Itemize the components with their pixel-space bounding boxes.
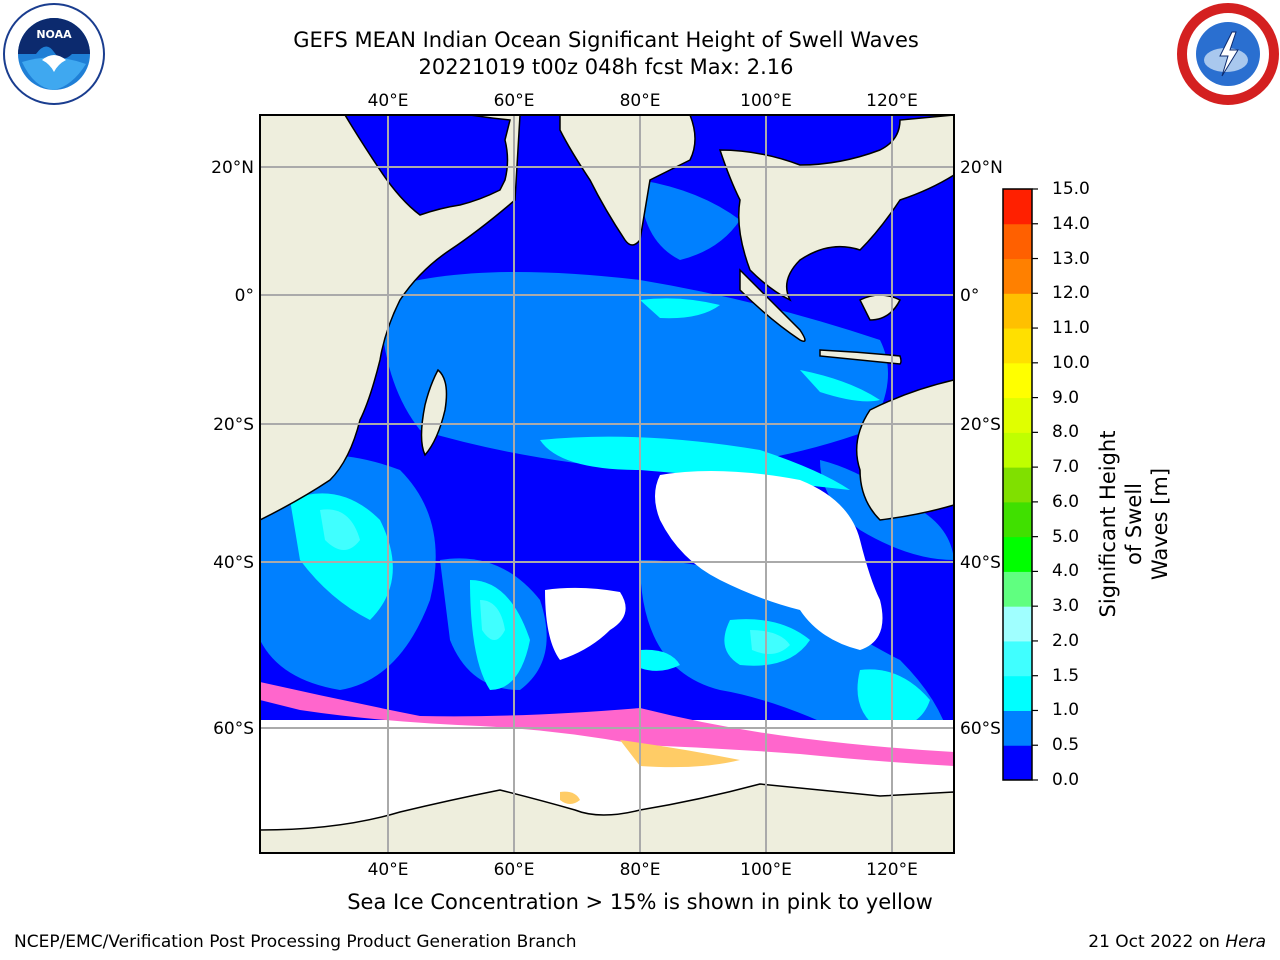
svg-text:NOAA: NOAA xyxy=(36,28,72,41)
colorbar-tick-label: 11.0 xyxy=(1052,318,1090,339)
colorbar-tick-label: 5.0 xyxy=(1052,526,1080,547)
lat-label-left: 0° xyxy=(235,286,254,306)
lat-label-right: 20°S xyxy=(960,415,1001,435)
map-frame xyxy=(259,114,955,854)
colorbar-tick-label: 1.0 xyxy=(1052,700,1080,721)
colorbar-tick-label: 12.0 xyxy=(1052,283,1090,304)
lat-label-left: 20°N xyxy=(211,158,254,178)
nws-logo xyxy=(1177,3,1279,105)
swell-1.5-2m-regions xyxy=(320,509,790,654)
colorbar-tick-label: 0.5 xyxy=(1052,735,1080,756)
colorbar-swatch xyxy=(1003,293,1032,329)
colorbar-tick-marks xyxy=(1032,188,1038,781)
footer-date: 21 Oct 2022 on Hera xyxy=(1088,932,1266,952)
map-area xyxy=(260,115,954,853)
lat-label-left: 60°S xyxy=(213,719,254,739)
colorbar-tick-label: 6.0 xyxy=(1052,491,1080,512)
colorbar-tick-label: 7.0 xyxy=(1052,457,1080,478)
lat-label-left: 40°S xyxy=(213,553,254,573)
colorbar-label-line1: Significant Height of Swell xyxy=(1096,430,1146,618)
lat-label-left: 20°S xyxy=(213,415,254,435)
colorbar-tick-label: 10.0 xyxy=(1052,352,1090,373)
colorbar-tick-label: 9.0 xyxy=(1052,387,1080,408)
colorbar-swatch xyxy=(1003,397,1032,433)
colorbar-swatch xyxy=(1003,675,1032,711)
colorbar-swatch xyxy=(1003,432,1032,468)
lon-label-bottom: 100°E xyxy=(740,860,792,880)
footer-branch: NCEP/EMC/Verification Post Processing Pr… xyxy=(14,932,577,952)
colorbar-tick-label: 0.0 xyxy=(1052,770,1080,790)
colorbar-tick-label: 15.0 xyxy=(1052,179,1090,199)
colorbar-swatch xyxy=(1003,606,1032,642)
colorbar-swatch xyxy=(1003,571,1032,607)
colorbar-swatch xyxy=(1003,223,1032,260)
colorbar-tick-label: 8.0 xyxy=(1052,422,1080,443)
lon-label-top: 60°E xyxy=(494,91,535,111)
colorbar-tick-label: 1.5 xyxy=(1052,665,1080,686)
chart-title: GEFS MEAN Indian Ocean Significant Heigh… xyxy=(293,28,919,52)
colorbar-swatch xyxy=(1003,362,1032,399)
lat-label-right: 0° xyxy=(960,286,979,306)
lat-label-right: 40°S xyxy=(960,553,1001,573)
colorbar-tick-label: 4.0 xyxy=(1052,561,1080,582)
lon-label-top: 80°E xyxy=(620,91,661,111)
lat-labels-left: 20°N 0° 20°S 40°S 60°S xyxy=(211,158,254,739)
lat-label-right: 20°N xyxy=(960,158,1003,178)
colorbar-tick-label: 14.0 xyxy=(1052,213,1090,234)
footer-date-text: 21 Oct 2022 on xyxy=(1088,932,1226,952)
chart-subtitle: 20221019 t00z 048h fcst Max: 2.16 xyxy=(418,55,794,79)
noaa-logo: NOAA xyxy=(3,3,105,105)
colorbar-swatch xyxy=(1003,189,1032,225)
colorbar-swatch xyxy=(1003,328,1032,364)
colorbar-tick-label: 2.0 xyxy=(1052,630,1080,651)
colorbar-swatch xyxy=(1003,710,1032,746)
colorbar-tick-label: 3.0 xyxy=(1052,596,1080,617)
colorbar-swatch xyxy=(1003,467,1032,503)
lon-label-top: 120°E xyxy=(866,91,918,111)
footer-host: Hera xyxy=(1225,932,1266,952)
colorbar-tick-label: 13.0 xyxy=(1052,248,1090,269)
lon-label-bottom: 80°E xyxy=(620,860,661,880)
lon-label-top: 100°E xyxy=(740,91,792,111)
colorbar-label: Significant Height of Swell Waves [m] xyxy=(1095,424,1173,624)
land-masses xyxy=(260,115,954,853)
colorbar-swatches xyxy=(1003,189,1032,781)
colorbar-swatch xyxy=(1003,745,1032,781)
lon-label-bottom: 120°E xyxy=(866,860,918,880)
lon-label-bottom: 40°E xyxy=(368,860,409,880)
graticule xyxy=(260,115,954,853)
lat-label-right: 60°S xyxy=(960,719,1001,739)
colorbar-swatch xyxy=(1003,640,1032,677)
sea-ice-edge xyxy=(260,682,954,804)
lon-label-top: 40°E xyxy=(368,91,409,111)
colorbar-label-line2: Waves [m] xyxy=(1148,467,1172,581)
colorbar-swatch xyxy=(1003,501,1032,538)
lon-labels-bottom: 40°E 60°E 80°E 100°E 120°E xyxy=(368,860,918,880)
colorbar-frame xyxy=(1002,188,1033,781)
sea-ice-note: Sea Ice Concentration > 15% is shown in … xyxy=(347,890,933,914)
lat-labels-right: 20°N 0° 20°S 40°S 60°S xyxy=(960,158,1003,739)
lon-labels-top: 40°E 60°E 80°E 100°E 120°E xyxy=(368,91,918,111)
colorbar-swatch xyxy=(1003,536,1032,572)
lon-label-bottom: 60°E xyxy=(494,860,535,880)
colorbar-swatch xyxy=(1003,258,1032,294)
